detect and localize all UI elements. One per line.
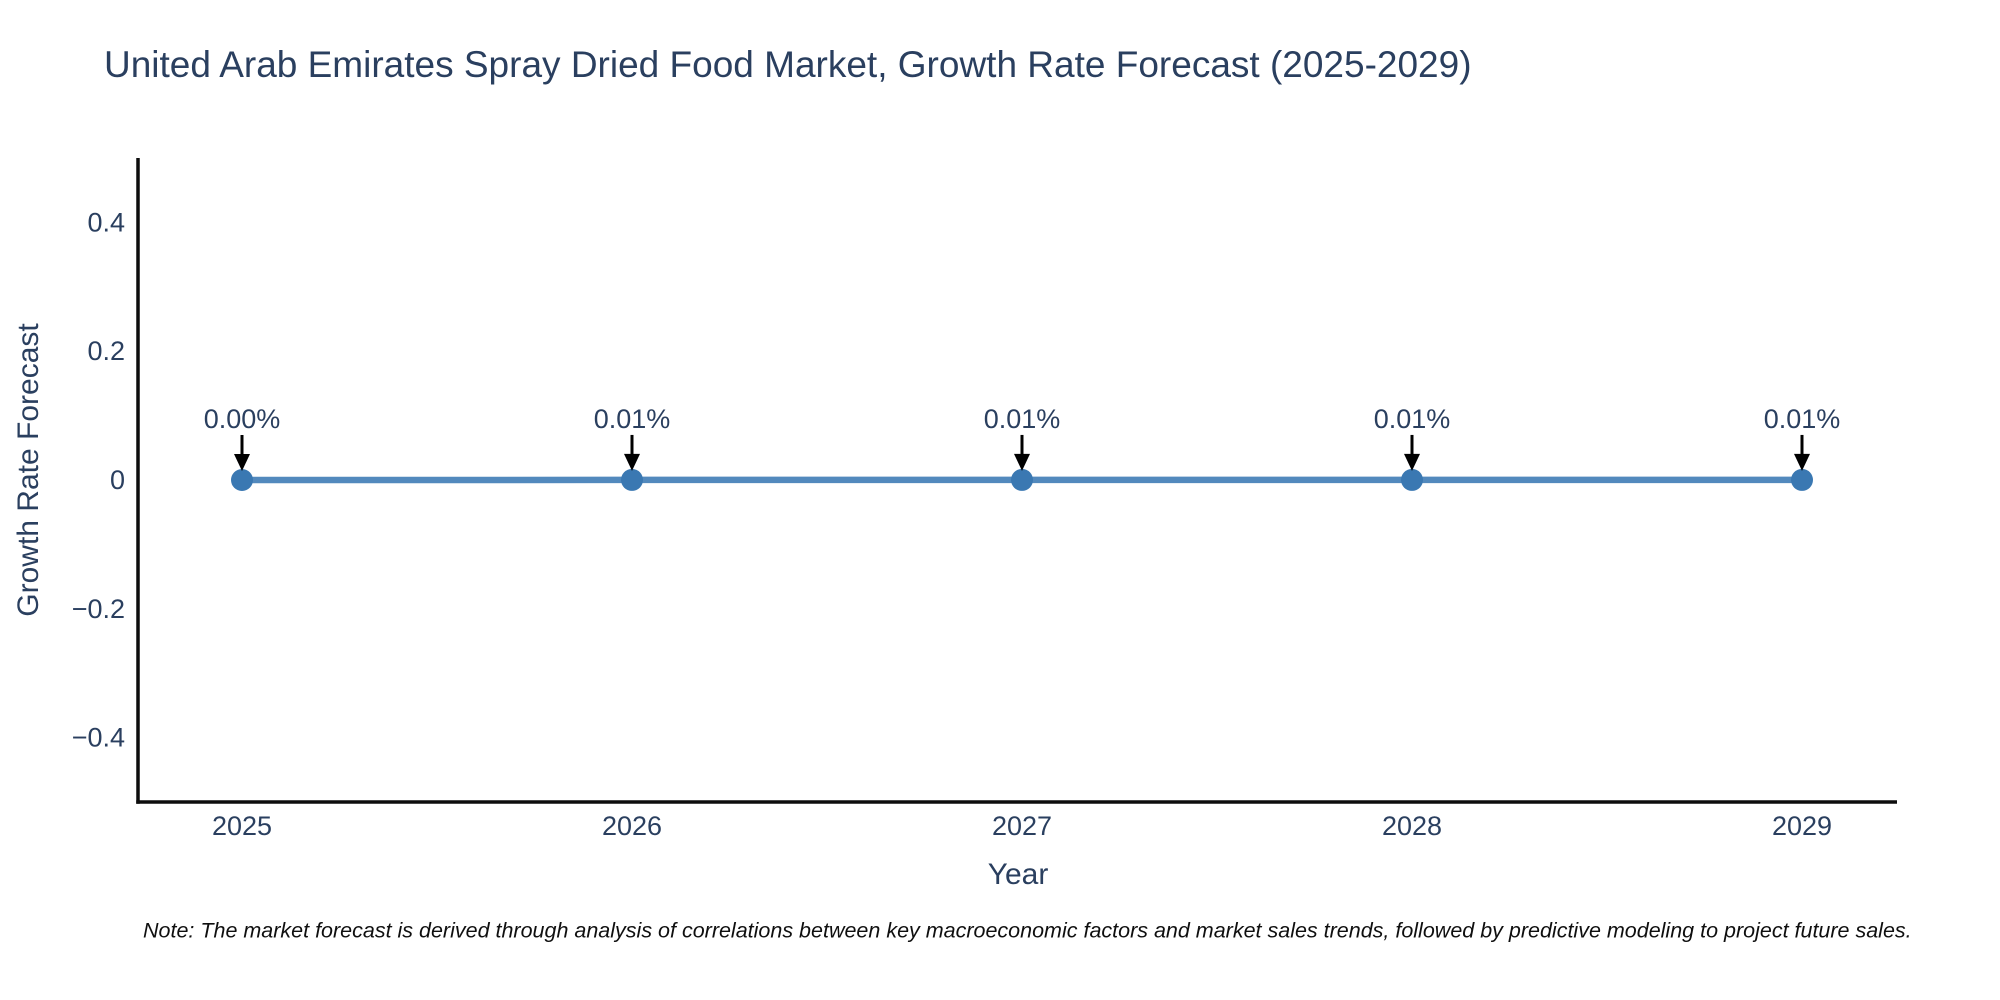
footnote: Note: The market forecast is derived thr… — [143, 918, 1912, 943]
y-tick-label: −0.2 — [72, 594, 125, 624]
x-tick-label: 2026 — [602, 811, 662, 841]
y-tick-label: 0 — [110, 465, 125, 495]
x-tick-label: 2028 — [1382, 811, 1442, 841]
annotation-arrowhead-icon — [1014, 453, 1030, 471]
data-point-marker[interactable] — [1791, 468, 1813, 491]
data-point-marker[interactable] — [621, 468, 643, 491]
annotation-arrowhead-icon — [1404, 453, 1420, 471]
annotation-arrowhead-icon — [234, 454, 250, 471]
y-axis-title: Growth Rate Forecast — [12, 323, 45, 617]
data-point-marker[interactable] — [231, 469, 253, 491]
y-tick-label: −0.4 — [72, 723, 125, 753]
annotation-label: 0.01% — [1374, 404, 1451, 434]
annotation-label: 0.00% — [204, 404, 281, 434]
x-axis-title: Year — [987, 858, 1049, 891]
annotation-arrowhead-icon — [624, 453, 640, 471]
data-point-marker[interactable] — [1011, 468, 1033, 491]
x-tick-label: 2029 — [1772, 811, 1832, 841]
y-tick-label: 0.2 — [87, 336, 125, 366]
x-tick-label: 2027 — [992, 811, 1052, 841]
annotation-label: 0.01% — [984, 404, 1061, 434]
x-tick-label: 2025 — [212, 811, 272, 841]
annotation-label: 0.01% — [1764, 404, 1841, 434]
y-tick-label: 0.4 — [87, 207, 125, 237]
annotation-label: 0.01% — [594, 404, 671, 434]
data-point-marker[interactable] — [1401, 468, 1423, 491]
annotation-arrowhead-icon — [1794, 453, 1810, 471]
chart-title: United Arab Emirates Spray Dried Food Ma… — [104, 44, 1472, 85]
